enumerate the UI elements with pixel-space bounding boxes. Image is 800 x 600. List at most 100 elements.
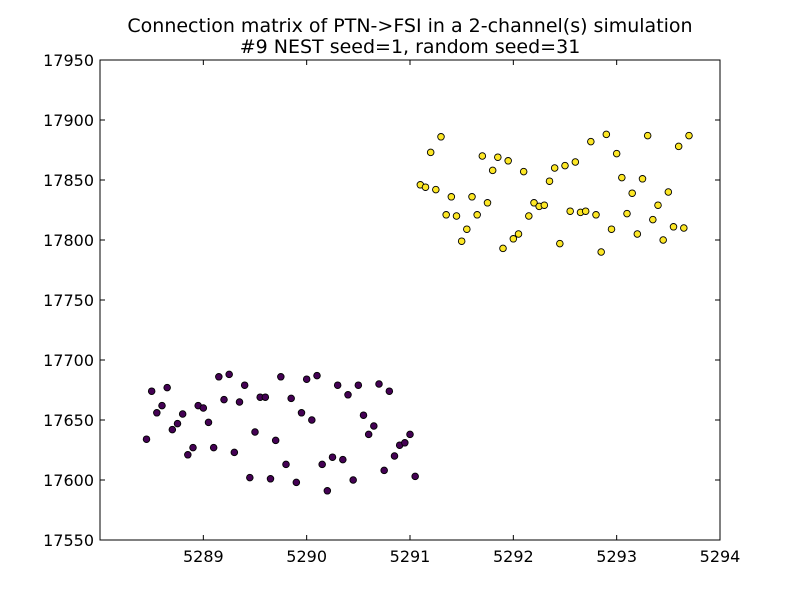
scatter-point bbox=[618, 173, 626, 182]
scatter-point bbox=[473, 211, 481, 219]
scatter-point bbox=[339, 455, 347, 464]
scatter-point bbox=[581, 207, 590, 215]
scatter-point bbox=[246, 473, 254, 482]
scatter-point bbox=[519, 167, 528, 176]
scatter-point bbox=[401, 439, 409, 447]
x-tick-label: 5292 bbox=[493, 547, 534, 566]
scatter-point bbox=[514, 230, 523, 238]
scatter-point bbox=[251, 428, 259, 436]
scatter-point bbox=[607, 225, 616, 233]
scatter-point bbox=[364, 430, 373, 439]
scatter-point bbox=[612, 149, 621, 158]
x-tick-label: 5294 bbox=[700, 547, 741, 566]
scatter-point bbox=[664, 188, 673, 196]
scatter-point bbox=[344, 391, 352, 399]
scatter-point bbox=[142, 435, 151, 443]
scatter-point bbox=[463, 225, 471, 233]
scatter-point bbox=[525, 212, 533, 220]
scatter-point bbox=[230, 448, 239, 457]
scatter-point bbox=[390, 452, 399, 460]
data-points bbox=[142, 130, 693, 495]
scatter-point bbox=[571, 158, 580, 166]
scatter-point bbox=[328, 453, 337, 461]
scatter-point bbox=[313, 371, 321, 380]
scatter-point bbox=[483, 199, 492, 207]
scatter-point bbox=[442, 211, 450, 219]
scatter-point bbox=[215, 373, 223, 381]
scatter-point bbox=[674, 142, 683, 151]
scatter-point bbox=[592, 211, 600, 219]
scatter-point bbox=[468, 193, 476, 201]
scatter-point bbox=[349, 476, 357, 484]
x-axis: 5289 5290 5291 5292 5293 5294 bbox=[183, 60, 740, 566]
scatter-point bbox=[457, 237, 466, 245]
y-tick-label: 17900 bbox=[43, 111, 94, 130]
scatter-point bbox=[478, 152, 487, 160]
chart-title: Connection matrix of PTN->FSI in a 2-cha… bbox=[127, 15, 692, 37]
x-tick-label: 5291 bbox=[390, 547, 431, 566]
scatter-point bbox=[545, 177, 554, 185]
scatter-point bbox=[426, 148, 435, 157]
scatter-point bbox=[287, 394, 295, 403]
scatter-point bbox=[297, 409, 306, 417]
scatter-point bbox=[623, 209, 631, 218]
scatter-point bbox=[669, 223, 678, 231]
scatter-point bbox=[220, 395, 228, 404]
y-tick-label: 17850 bbox=[43, 171, 94, 190]
x-tick-label: 5293 bbox=[596, 547, 637, 566]
scatter-point bbox=[184, 451, 192, 459]
scatter-point bbox=[411, 472, 419, 481]
scatter-point bbox=[323, 487, 332, 495]
scatter-point bbox=[225, 370, 233, 379]
scatter-point bbox=[643, 131, 652, 140]
scatter-point bbox=[654, 201, 662, 209]
x-tick-label: 5289 bbox=[183, 547, 224, 566]
scatter-point bbox=[432, 185, 440, 194]
scatter-point bbox=[437, 133, 445, 141]
scatter-point bbox=[504, 157, 512, 165]
scatter-point bbox=[566, 207, 574, 215]
scatter-point bbox=[318, 460, 326, 469]
scatter-point bbox=[421, 183, 430, 191]
x-tick-label: 5290 bbox=[286, 547, 327, 566]
y-axis: 17550 17600 17650 17700 17750 17800 17850 17900… bbox=[43, 51, 720, 550]
scatter-point bbox=[649, 215, 657, 224]
y-tick-label: 17650 bbox=[43, 411, 94, 430]
scatter-point bbox=[406, 430, 414, 439]
scatter-point bbox=[633, 230, 642, 238]
y-tick-label: 17700 bbox=[43, 351, 94, 370]
scatter-point bbox=[359, 411, 368, 419]
scatter-point bbox=[271, 436, 280, 445]
scatter-point bbox=[147, 387, 156, 395]
scatter-point bbox=[680, 224, 688, 232]
scatter-point bbox=[509, 235, 518, 243]
scatter-point bbox=[235, 398, 244, 406]
y-tick-label: 17550 bbox=[43, 531, 94, 550]
scatter-point bbox=[199, 404, 208, 412]
plot-area-frame bbox=[99, 59, 721, 541]
scatter-point bbox=[277, 373, 285, 381]
scatter-point bbox=[163, 383, 171, 392]
scatter-point bbox=[370, 422, 378, 430]
scatter-point bbox=[385, 387, 394, 395]
scatter-point bbox=[550, 164, 559, 172]
scatter-point bbox=[209, 443, 218, 452]
scatter-point bbox=[173, 419, 182, 428]
scatter-point bbox=[178, 410, 187, 418]
scatter-point bbox=[494, 153, 502, 161]
scatter-point bbox=[375, 380, 383, 388]
scatter-point bbox=[638, 175, 647, 183]
scatter-point bbox=[602, 130, 611, 139]
scatter-point bbox=[282, 460, 290, 469]
scatter-point bbox=[266, 475, 275, 483]
scatter-point bbox=[240, 381, 249, 389]
y-tick-label: 17950 bbox=[43, 51, 94, 70]
scatter-point bbox=[597, 248, 605, 256]
y-tick-label: 17800 bbox=[43, 231, 94, 250]
scatter-point bbox=[333, 381, 342, 389]
scatter-point bbox=[628, 189, 636, 197]
scatter-point bbox=[685, 131, 693, 140]
y-tick-label: 17600 bbox=[43, 471, 94, 490]
scatter-point bbox=[292, 478, 301, 487]
